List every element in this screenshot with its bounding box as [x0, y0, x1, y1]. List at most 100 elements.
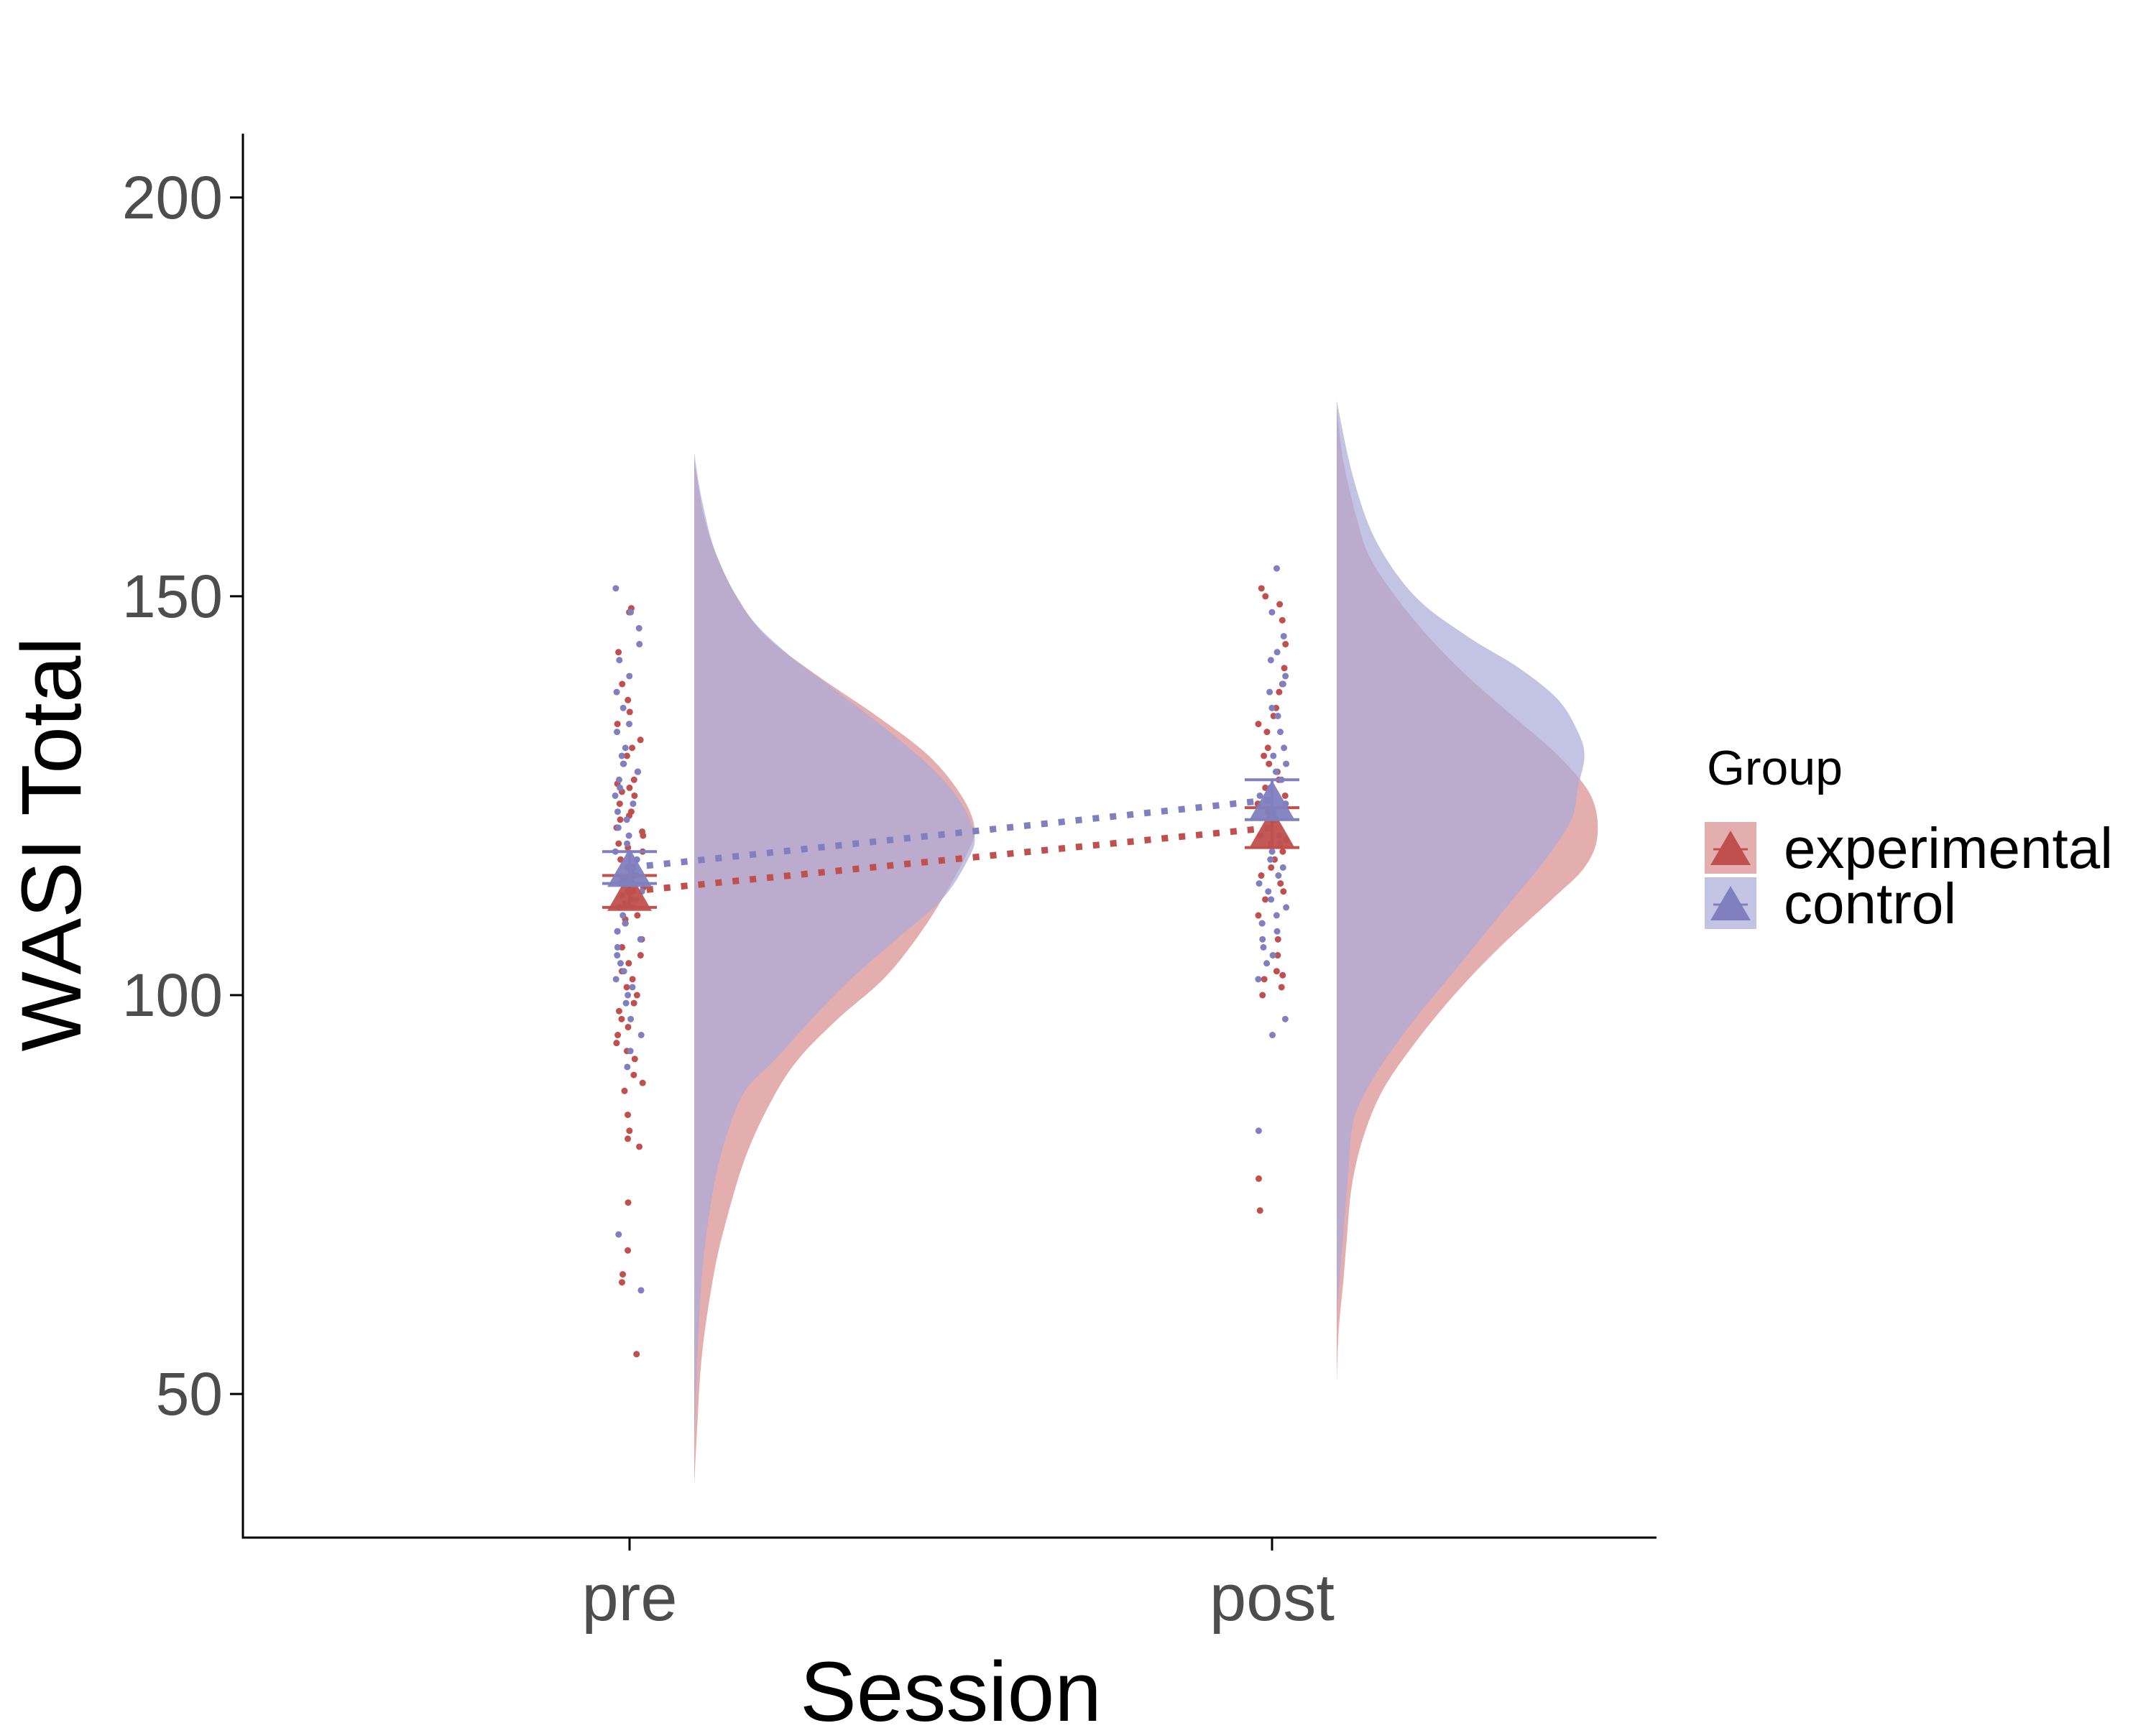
- mean-line-control: [629, 796, 1273, 871]
- data-point-experimental: [619, 943, 626, 951]
- data-point-control: [1281, 744, 1288, 752]
- data-point-control: [619, 912, 627, 919]
- data-point-experimental: [625, 696, 632, 703]
- mean-triangle-control: [1250, 780, 1294, 820]
- data-point-control: [1258, 920, 1266, 927]
- data-point-experimental: [626, 708, 633, 716]
- y-axis-title: WASI Total: [4, 637, 99, 1051]
- y-tick-label: 50: [156, 1360, 223, 1428]
- data-point-experimental: [1258, 872, 1265, 879]
- data-point-control: [1268, 704, 1276, 711]
- data-point-experimental: [618, 1279, 625, 1286]
- x-ticks: pre post: [582, 1538, 1335, 1635]
- data-point-experimental: [1268, 864, 1275, 871]
- data-point-experimental: [1277, 880, 1284, 887]
- data-point-experimental: [1274, 935, 1281, 943]
- density-cloud-control-pre: [694, 453, 975, 1442]
- mean-triangle-experimental: [1250, 808, 1294, 847]
- data-point-control: [1268, 896, 1275, 903]
- mean-triangle-experimental: [607, 872, 652, 911]
- data-point-experimental: [637, 952, 644, 959]
- data-point-experimental: [1280, 888, 1287, 895]
- data-point-experimental: [630, 1071, 637, 1078]
- data-point-control: [1256, 792, 1263, 799]
- data-point-experimental: [1278, 984, 1285, 991]
- data-point-experimental: [615, 840, 622, 847]
- mean-triangle-control: [607, 848, 652, 887]
- data-point-control: [1265, 888, 1272, 895]
- data-point-experimental: [626, 784, 633, 791]
- data-point-experimental: [1279, 971, 1286, 979]
- data-point-experimental: [1259, 992, 1266, 999]
- data-point-experimental: [615, 1007, 622, 1015]
- data-point-control: [1279, 680, 1286, 688]
- data-point-control: [1273, 928, 1281, 935]
- data-point-experimental: [1273, 968, 1280, 975]
- data-point-control: [627, 1015, 635, 1022]
- data-point-control: [612, 585, 619, 592]
- data-point-experimental: [623, 984, 630, 991]
- data-point-experimental: [631, 792, 638, 799]
- data-point-experimental: [614, 1032, 622, 1039]
- data-point-control: [620, 760, 627, 767]
- data-point-experimental: [613, 1040, 620, 1047]
- data-point-control: [1280, 632, 1287, 639]
- data-point-experimental: [1262, 896, 1269, 903]
- data-point-control: [1260, 943, 1267, 951]
- data-point-control: [1269, 952, 1276, 959]
- data-point-experimental: [1256, 1207, 1263, 1214]
- data-point-experimental: [639, 1079, 646, 1086]
- data-point-experimental: [1255, 912, 1262, 919]
- data-point-experimental: [1261, 976, 1268, 983]
- data-point-control: [622, 999, 630, 1007]
- data-point-control: [635, 768, 642, 775]
- data-point-control: [616, 657, 623, 664]
- data-point-control: [1283, 904, 1290, 911]
- data-point-experimental: [1258, 585, 1265, 592]
- data-point-experimental: [617, 816, 624, 823]
- data-point-control: [1274, 712, 1281, 719]
- legend-label-experimental: experimental: [1784, 816, 2113, 880]
- data-point-control: [1270, 752, 1277, 759]
- data-point-control: [626, 673, 633, 680]
- legend-label-control: control: [1784, 872, 1956, 935]
- data-point-control: [1267, 657, 1274, 664]
- data-point-control: [1255, 1127, 1262, 1135]
- data-point-experimental: [618, 1015, 625, 1022]
- data-point-control: [614, 928, 621, 935]
- data-point-experimental: [619, 1271, 627, 1278]
- data-point-experimental: [614, 721, 621, 728]
- mean-line-experimental: [629, 824, 1273, 895]
- data-point-control: [1255, 976, 1262, 983]
- data-point-control: [614, 808, 621, 816]
- data-point-experimental: [1266, 760, 1273, 767]
- x-axis-title: Session: [800, 1645, 1102, 1724]
- data-point-control: [1268, 848, 1276, 855]
- x-tick-label: pre: [582, 1561, 678, 1635]
- mean-summaries: [602, 778, 1299, 911]
- y-tick-label: 100: [122, 961, 223, 1029]
- data-point-experimental: [1281, 665, 1288, 672]
- data-point-control: [623, 816, 630, 823]
- data-point-experimental: [633, 992, 640, 999]
- legend-title: Group: [1707, 741, 1843, 795]
- data-point-control: [612, 792, 619, 799]
- data-point-experimental: [631, 1055, 638, 1063]
- data-point-experimental: [625, 1135, 632, 1142]
- data-point-experimental: [625, 1199, 632, 1206]
- density-cloud-control-post: [1337, 400, 1585, 1315]
- data-point-experimental: [630, 999, 637, 1007]
- y-tick-label: 150: [122, 563, 223, 630]
- data-point-experimental: [621, 1087, 628, 1094]
- legend-key-triangle-control: [1710, 886, 1751, 920]
- data-point-control: [630, 800, 637, 808]
- data-point-experimental: [623, 752, 630, 759]
- data-point-control: [637, 935, 644, 943]
- data-point-experimental: [625, 1247, 632, 1254]
- data-point-experimental: [640, 832, 647, 839]
- data-point-control: [614, 824, 622, 831]
- data-point-control: [619, 704, 627, 711]
- data-point-experimental: [1255, 721, 1262, 728]
